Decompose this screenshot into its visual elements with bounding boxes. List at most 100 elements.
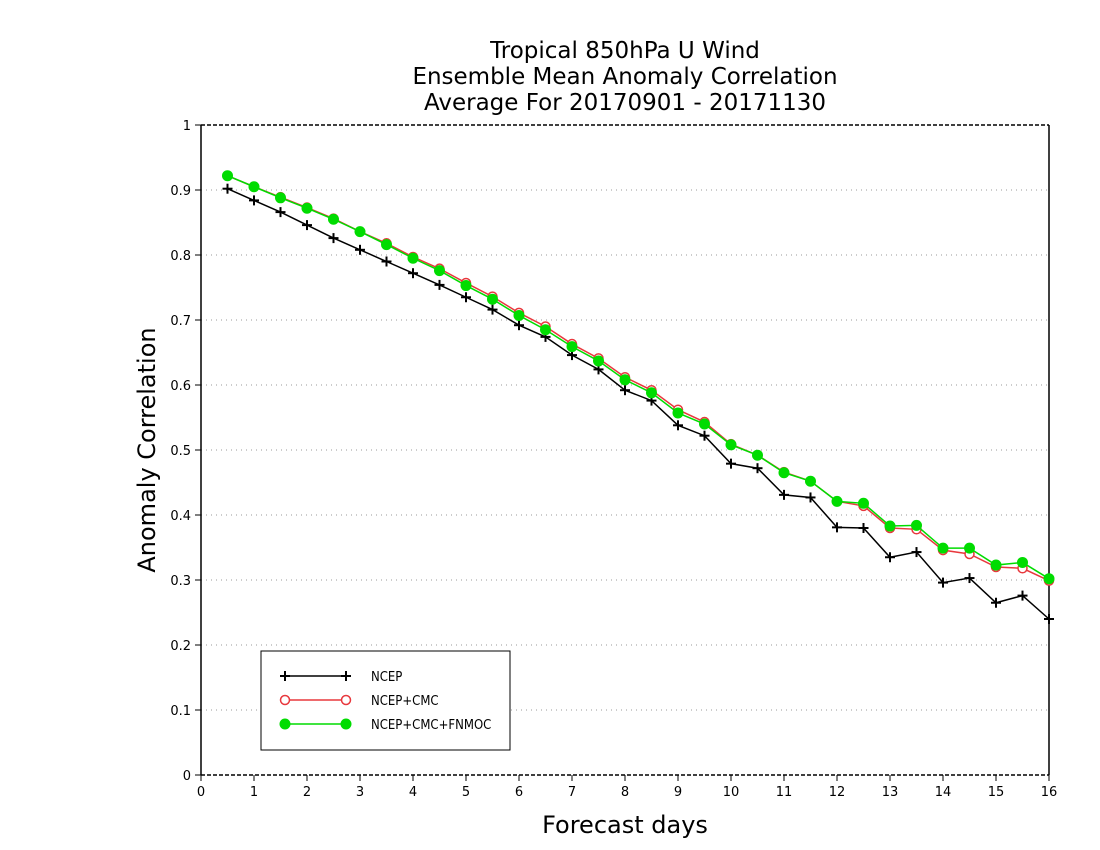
y-tick-label: 0.6	[170, 379, 191, 394]
legend-label: NCEP+CMC	[371, 694, 439, 709]
data-point	[699, 418, 710, 430]
data-point	[355, 244, 365, 255]
legend-entry-1: NCEP+CMC	[279, 694, 439, 709]
data-point	[620, 385, 630, 396]
data-point	[328, 233, 339, 244]
title-line-3: Average For 20170901 - 20171130	[424, 90, 826, 116]
x-axis-label: Forecast days	[542, 811, 708, 839]
data-point	[911, 519, 922, 531]
data-point	[460, 280, 472, 292]
legend-label: NCEP	[371, 670, 402, 685]
legend-entry-2: NCEP+CMC+FNMOC	[279, 718, 491, 733]
series-1	[222, 170, 1055, 586]
legend: NCEP NCEP+CMC NCEP+CMC+FNMOC	[260, 650, 511, 751]
legend-entry-0: NCEP	[280, 670, 402, 685]
y-tick-label: 0.7	[170, 314, 191, 329]
axes: 00.10.20.30.40.50.60.70.80.910 1 2 3 4 5 6 7 8 9 1…	[170, 119, 1057, 800]
y-tick-label: 0.8	[170, 249, 191, 264]
data-point	[672, 407, 684, 419]
data-point	[461, 292, 471, 303]
legend-marker	[340, 694, 352, 706]
data-point	[514, 320, 524, 331]
data-point	[884, 520, 896, 532]
x-tick-label: 11	[776, 785, 793, 800]
data-point	[593, 355, 604, 367]
y-tick-label: 0.5	[170, 444, 191, 459]
data-point	[222, 183, 233, 194]
legend-marker	[279, 718, 291, 730]
series-0	[222, 183, 1054, 624]
data-point	[646, 387, 657, 399]
y-tick-label: 1	[183, 119, 191, 134]
data-point	[487, 304, 498, 315]
data-point	[381, 256, 392, 267]
x-tick-label: 10	[723, 785, 740, 800]
legend-label: NCEP+CMC+FNMOC	[371, 718, 491, 733]
data-point	[248, 181, 260, 193]
y-tick-label: 0.3	[170, 574, 191, 589]
legend-marker	[340, 718, 352, 730]
legend-marker	[341, 671, 351, 681]
title-line-2: Ensemble Mean Anomaly Correlation	[412, 64, 837, 90]
series-2	[222, 170, 1055, 585]
x-tick-label: 7	[568, 785, 576, 800]
data-point	[407, 252, 419, 264]
series-layer	[222, 170, 1055, 624]
x-tick-label: 15	[988, 785, 1005, 800]
data-point	[858, 497, 869, 509]
data-point	[964, 542, 975, 554]
x-tick-label: 5	[462, 785, 470, 800]
x-tick-label: 12	[829, 785, 846, 800]
x-tick-label: 16	[1041, 785, 1058, 800]
data-point	[222, 170, 233, 182]
legend-marker	[280, 671, 290, 681]
gridlines	[201, 189, 1049, 711]
y-tick-label: 0.2	[170, 639, 191, 654]
data-point	[540, 324, 551, 336]
data-point	[990, 559, 1002, 571]
data-point	[937, 542, 949, 554]
data-point	[1044, 614, 1054, 624]
data-point	[1017, 556, 1028, 568]
data-point	[434, 279, 445, 290]
x-tick-label: 6	[515, 785, 523, 800]
data-point	[805, 475, 816, 487]
x-tick-label: 9	[674, 785, 682, 800]
x-tick-label: 1	[250, 785, 258, 800]
data-point	[699, 430, 710, 441]
data-point	[831, 495, 843, 507]
data-point	[805, 492, 816, 503]
data-point	[911, 547, 922, 558]
x-tick-label: 8	[621, 785, 629, 800]
data-point	[938, 577, 948, 588]
data-point	[566, 341, 578, 353]
y-tick-label: 0.9	[170, 184, 191, 199]
data-point	[991, 597, 1001, 608]
legend-marker	[279, 694, 291, 706]
x-tick-label: 4	[409, 785, 417, 800]
data-point	[249, 195, 259, 206]
x-tick-label: 3	[356, 785, 364, 800]
data-point	[779, 489, 789, 500]
data-point	[513, 309, 525, 321]
data-point	[726, 458, 736, 469]
data-point	[858, 523, 869, 533]
data-point	[1017, 590, 1028, 601]
x-tick-label: 0	[197, 785, 205, 800]
title-line-1: Tropical 850hPa U Wind	[489, 38, 760, 64]
data-point	[302, 220, 312, 231]
y-tick-label: 0	[183, 769, 191, 784]
data-point	[885, 552, 895, 563]
data-point	[301, 202, 313, 214]
y-tick-label: 0.1	[170, 704, 191, 719]
data-point	[354, 226, 366, 238]
data-point	[619, 374, 631, 386]
data-point	[964, 573, 975, 584]
data-point	[673, 420, 683, 431]
x-tick-label: 14	[935, 785, 952, 800]
data-point	[1043, 573, 1055, 585]
data-point	[328, 213, 339, 225]
data-point	[381, 239, 392, 251]
data-point	[778, 467, 790, 479]
